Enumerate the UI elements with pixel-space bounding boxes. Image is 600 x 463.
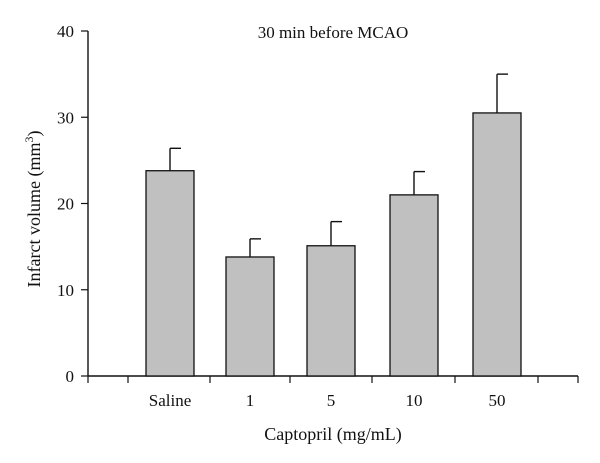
x-tick-label: 5 — [327, 391, 336, 410]
bar-5 — [306, 245, 356, 377]
y-axis-title-close: ) — [24, 131, 45, 137]
x-tick-label: 10 — [406, 391, 423, 410]
x-tick-label: 50 — [489, 391, 506, 410]
y-tick-label: 40 — [57, 22, 74, 41]
y-tick-label: 10 — [57, 281, 74, 300]
bar-1 — [225, 256, 275, 377]
bar-saline — [145, 170, 195, 377]
x-axis-title: Captopril (mg/mL) — [264, 424, 401, 445]
bar-10 — [389, 194, 439, 377]
x-tick-label: Saline — [149, 391, 192, 410]
svg-text:Infarct volume (mm3): Infarct volume (mm3) — [22, 131, 45, 288]
y-axis-title-superscript: 3 — [22, 137, 36, 143]
y-tick-label: 30 — [57, 108, 74, 127]
bar-50 — [472, 112, 522, 377]
y-tick-label: 20 — [57, 195, 74, 214]
x-tick-label: 1 — [246, 391, 255, 410]
plot-area: 0 10 20 30 40 Saline 1 5 10 50 — [57, 22, 579, 410]
y-tick-label: 0 — [66, 367, 75, 386]
y-axis-title-text: Infarct volume (mm — [24, 143, 45, 288]
chart-title: 30 min before MCAO — [258, 23, 409, 42]
y-axis-title: Infarct volume (mm3) — [22, 131, 45, 288]
